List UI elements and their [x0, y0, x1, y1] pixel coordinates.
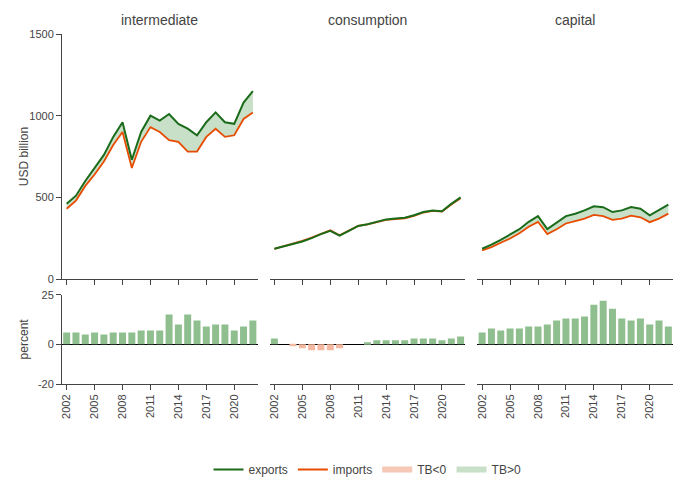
svg-text:2008: 2008 — [324, 394, 336, 418]
svg-text:imports: imports — [333, 463, 372, 477]
svg-text:2002: 2002 — [60, 394, 72, 418]
svg-text:USD billion: USD billion — [17, 127, 31, 186]
svg-text:2011: 2011 — [144, 394, 156, 418]
svg-text:intermediate: intermediate — [121, 12, 198, 28]
svg-text:exports: exports — [249, 463, 288, 477]
svg-text:2011: 2011 — [352, 394, 364, 418]
svg-text:2014: 2014 — [380, 394, 392, 418]
svg-text:1500: 1500 — [29, 28, 53, 40]
svg-text:0: 0 — [48, 338, 54, 350]
svg-text:500: 500 — [35, 191, 53, 203]
svg-text:2020: 2020 — [643, 394, 655, 418]
svg-text:2017: 2017 — [200, 394, 212, 418]
svg-text:2014: 2014 — [172, 394, 184, 418]
svg-text:2020: 2020 — [436, 394, 448, 418]
svg-text:1000: 1000 — [29, 110, 53, 122]
svg-text:TB<0: TB<0 — [417, 463, 446, 477]
svg-text:percent: percent — [17, 319, 31, 360]
svg-text:2005: 2005 — [504, 394, 516, 418]
svg-text:2002: 2002 — [268, 394, 280, 418]
svg-text:2008: 2008 — [532, 394, 544, 418]
svg-text:2017: 2017 — [615, 394, 627, 418]
svg-text:0: 0 — [48, 273, 54, 285]
svg-text:2014: 2014 — [587, 394, 599, 418]
svg-text:2011: 2011 — [560, 394, 572, 418]
svg-text:2002: 2002 — [476, 394, 488, 418]
svg-text:-20: -20 — [38, 378, 54, 390]
svg-text:2005: 2005 — [296, 394, 308, 418]
svg-text:capital: capital — [555, 12, 595, 28]
svg-text:2017: 2017 — [408, 394, 420, 418]
svg-text:2020: 2020 — [228, 394, 240, 418]
svg-text:25: 25 — [42, 289, 54, 301]
svg-text:2005: 2005 — [88, 394, 100, 418]
svg-text:2008: 2008 — [116, 394, 128, 418]
svg-text:consumption: consumption — [328, 12, 407, 28]
svg-text:TB>0: TB>0 — [492, 463, 521, 477]
